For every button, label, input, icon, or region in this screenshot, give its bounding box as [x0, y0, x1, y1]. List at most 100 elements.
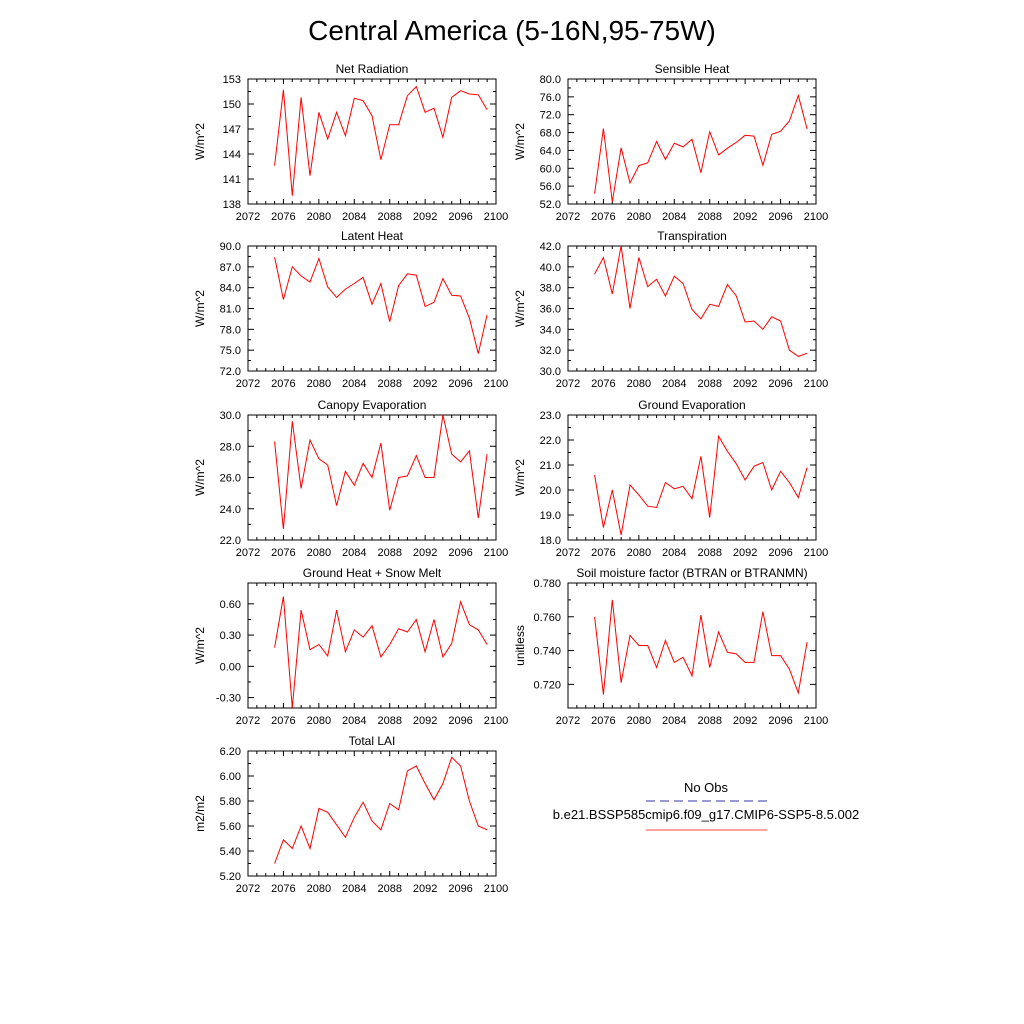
x-tick-label: 2096: [768, 715, 792, 727]
y-tick-label: 144: [223, 149, 241, 161]
x-tick-label: 2072: [556, 211, 580, 223]
x-tick-label: 2088: [377, 211, 401, 223]
y-tick-label: -0.30: [216, 693, 241, 705]
x-tick-label: 2100: [804, 715, 828, 727]
x-tick-label: 2084: [342, 211, 366, 223]
x-tick-label: 2076: [271, 378, 295, 390]
x-tick-label: 2084: [662, 715, 686, 727]
x-tick-label: 2072: [556, 715, 580, 727]
x-tick-label: 2092: [733, 378, 757, 390]
panels: 2072 2076 2080 2084 2088 2092 2096 2100 138 141 14…: [193, 62, 828, 895]
panel-title: Ground Evaporation: [638, 398, 745, 412]
chart-panel-8: 2072 2076 2080 2084 2088 2092 2096 2100 5.20 5.40…: [193, 734, 508, 895]
panel-title: Sensible Heat: [655, 62, 730, 76]
x-tick-label: 2096: [768, 378, 792, 390]
panel-title: Soil moisture factor (BTRAN or BTRANMN): [576, 566, 807, 580]
x-tick-label: 2072: [556, 547, 580, 559]
y-tick-label: 52.0: [540, 199, 561, 211]
x-tick-label: 2080: [307, 378, 331, 390]
y-tick-label: 75.0: [220, 345, 241, 357]
panel-title: Canopy Evaporation: [318, 398, 427, 412]
y-tick-label: 40.0: [540, 262, 561, 274]
y-tick-label: 0.780: [533, 578, 561, 590]
x-tick-label: 2084: [342, 883, 366, 895]
series-line: [594, 246, 808, 357]
y-tick-label: 28.0: [220, 441, 241, 453]
x-tick-label: 2072: [236, 547, 260, 559]
legend-label-obs: No Obs: [684, 780, 729, 795]
x-tick-label: 2096: [448, 883, 472, 895]
y-tick-label: 80.0: [540, 74, 561, 86]
y-tick-label: 26.0: [220, 473, 241, 485]
x-tick-label: 2080: [307, 883, 331, 895]
y-axis-label: m2/m2: [193, 795, 207, 832]
y-tick-label: 68.0: [540, 128, 561, 140]
y-tick-label: 0.760: [533, 612, 561, 624]
x-tick-label: 2080: [627, 378, 651, 390]
x-tick-label: 2076: [271, 883, 295, 895]
y-tick-label: 0.30: [220, 630, 241, 642]
y-tick-label: 36.0: [540, 304, 561, 316]
y-axis-label: W/m^2: [193, 627, 207, 664]
x-tick-label: 2088: [697, 378, 721, 390]
y-tick-label: 56.0: [540, 181, 561, 193]
y-tick-label: 32.0: [540, 345, 561, 357]
y-tick-label: 30.0: [540, 366, 561, 378]
series-line: [594, 599, 808, 695]
x-tick-label: 2072: [236, 883, 260, 895]
y-axis-label: W/m^2: [193, 459, 207, 496]
y-tick-label: 23.0: [540, 410, 561, 422]
y-tick-label: 5.80: [220, 796, 241, 808]
figure-title: Central America (5-16N,95-75W): [308, 15, 716, 46]
x-tick-label: 2072: [236, 211, 260, 223]
y-tick-label: 6.00: [220, 771, 241, 783]
y-tick-label: 72.0: [220, 366, 241, 378]
x-tick-label: 2100: [484, 715, 508, 727]
y-tick-label: 30.0: [220, 410, 241, 422]
y-tick-label: 0.00: [220, 661, 241, 673]
y-tick-label: 87.0: [220, 262, 241, 274]
x-tick-label: 2076: [591, 211, 615, 223]
y-tick-label: 20.0: [540, 485, 561, 497]
x-tick-label: 2100: [484, 547, 508, 559]
y-axis-label: W/m^2: [193, 123, 207, 160]
x-tick-label: 2092: [733, 211, 757, 223]
x-tick-label: 2084: [662, 211, 686, 223]
panel-title: Net Radiation: [336, 62, 409, 76]
y-axis-label: unitless: [513, 625, 527, 666]
x-tick-label: 2092: [733, 715, 757, 727]
y-axis-label: W/m^2: [193, 290, 207, 327]
plot-frame: [247, 582, 497, 709]
y-tick-label: 78.0: [220, 324, 241, 336]
x-tick-label: 2088: [697, 547, 721, 559]
x-tick-label: 2080: [307, 715, 331, 727]
plot-frame: [567, 582, 817, 709]
x-tick-label: 2076: [271, 547, 295, 559]
y-tick-label: 38.0: [540, 283, 561, 295]
x-tick-label: 2096: [448, 715, 472, 727]
y-axis-label: W/m^2: [513, 290, 527, 327]
x-tick-label: 2084: [342, 715, 366, 727]
x-tick-label: 2092: [733, 547, 757, 559]
panel-title: Transpiration: [657, 229, 727, 243]
x-tick-label: 2100: [804, 211, 828, 223]
y-tick-label: 22.0: [220, 535, 241, 547]
y-tick-label: 24.0: [220, 504, 241, 516]
series-line: [274, 596, 488, 708]
chart-panel-4: 2072 2076 2080 2084 2088 2092 2096 2100 22.0 24.0…: [193, 398, 508, 559]
series-line: [274, 85, 488, 196]
x-tick-label: 2088: [377, 547, 401, 559]
plot-frame: [247, 750, 497, 877]
chart-panel-7: 2072 2076 2080 2084 2088 2092 2096 2100 0.720 0.7…: [513, 566, 828, 727]
x-tick-label: 2100: [484, 378, 508, 390]
y-tick-label: 34.0: [540, 324, 561, 336]
x-tick-label: 2092: [413, 547, 437, 559]
panel-title: Latent Heat: [341, 229, 404, 243]
y-tick-label: 76.0: [540, 92, 561, 104]
legend-label-model: b.e21.BSSP585cmip6.f09_g17.CMIP6-SSP5-8.…: [553, 807, 859, 822]
y-tick-label: 141: [223, 174, 241, 186]
x-tick-label: 2100: [804, 547, 828, 559]
x-tick-label: 2072: [236, 378, 260, 390]
y-tick-label: 81.0: [220, 304, 241, 316]
